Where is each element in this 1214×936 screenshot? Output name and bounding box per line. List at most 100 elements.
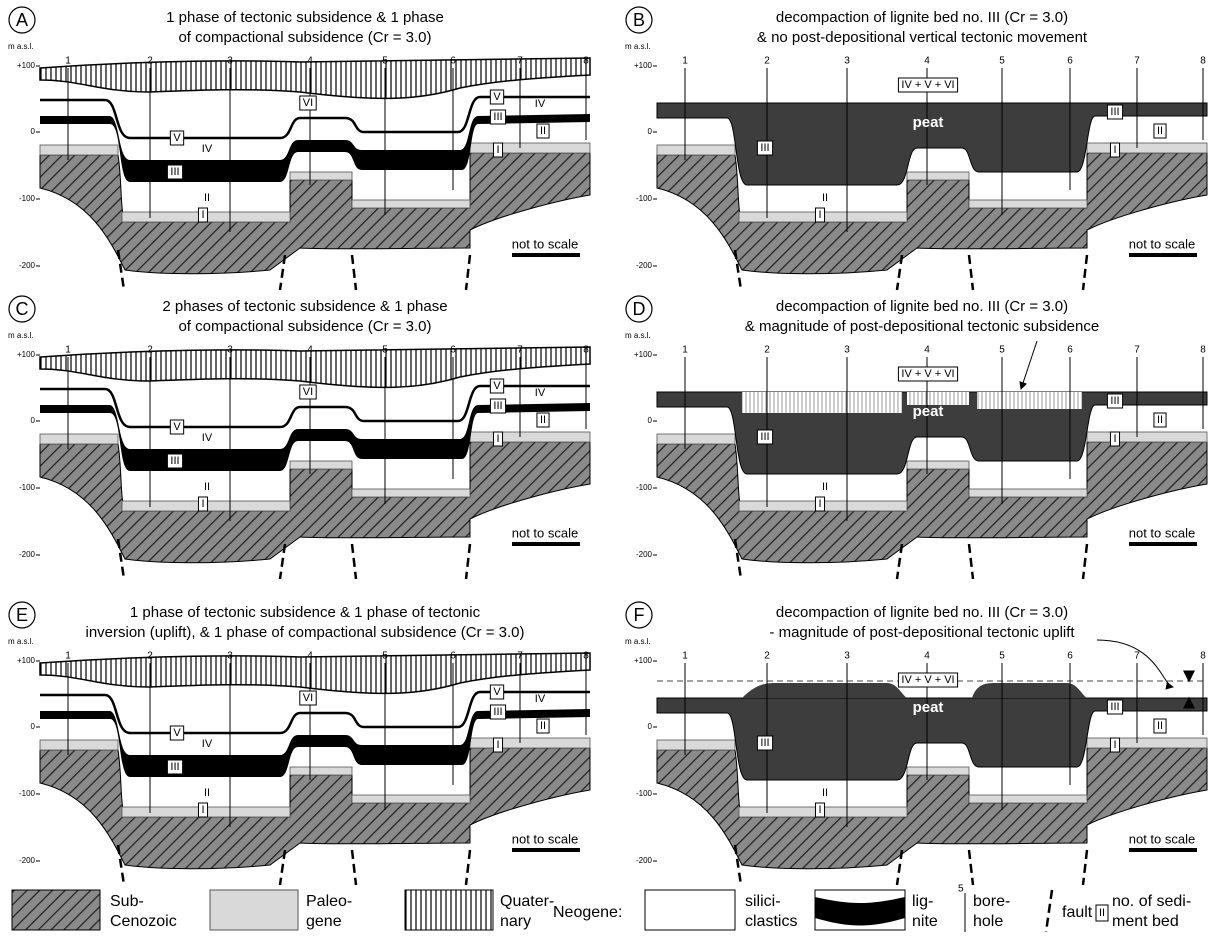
axis-tick-label: 0 (648, 416, 653, 425)
axis-tick-label: -200 (636, 261, 653, 270)
bed-label: V (173, 421, 181, 433)
borehole-number: 5 (382, 345, 388, 356)
bed-label-box (492, 737, 504, 753)
borehole-number: 7 (1134, 345, 1140, 356)
bed-label-box (169, 725, 185, 741)
bed-label-box (489, 89, 505, 105)
bed-label-box (536, 412, 550, 428)
bed-boundary (40, 690, 590, 735)
axis-tick-label: 0 (648, 722, 653, 731)
fault (464, 254, 472, 291)
paleogene (968, 199, 1088, 209)
bed-label-box (166, 453, 184, 469)
fault (278, 254, 287, 291)
paleogene (39, 739, 119, 751)
axis-tick-label: -200 (19, 550, 36, 559)
panel-letter-circle (8, 601, 36, 629)
borehole-number: 8 (583, 56, 589, 67)
fault (350, 543, 358, 580)
bed-label-box (492, 142, 504, 158)
bed-label-box (197, 802, 209, 818)
paleogene (469, 737, 591, 749)
bed-label-box (489, 378, 505, 394)
bed-label-box (1153, 123, 1167, 139)
paleogene (469, 431, 591, 443)
bed-label-box (756, 429, 774, 445)
bed-label-box (1106, 699, 1124, 715)
axis-unit: m a.s.l. (625, 42, 651, 51)
legend-text: nite (912, 913, 938, 930)
bed-label: V (493, 380, 501, 392)
paleogene (968, 794, 1088, 804)
bed-label: I (1113, 433, 1116, 445)
scale-bar (512, 848, 580, 852)
borehole-number: 7 (517, 56, 523, 67)
borehole-number: 2 (764, 345, 770, 356)
axis-tick-label: -100 (636, 194, 653, 203)
bed-label: IV (535, 387, 546, 399)
bed-label: III (1110, 106, 1119, 118)
bed-label: IV + V + VI (901, 79, 954, 91)
legend-bed-box (1095, 904, 1109, 922)
bed-label: VI (303, 692, 313, 704)
bed-label-box (299, 384, 317, 400)
bed-label: VI (303, 97, 313, 109)
axis-unit: m a.s.l. (625, 331, 651, 340)
bed-label: II (540, 125, 546, 137)
legend-swatch (11, 889, 101, 931)
bed-label-box (756, 140, 774, 156)
panel-title: inversion (uplift), & 1 phase of compact… (86, 624, 525, 641)
borehole-number: 5 (382, 651, 388, 662)
legend-swatch (404, 889, 494, 931)
borehole-number: 5 (999, 56, 1005, 67)
axis-tick-label: -200 (19, 856, 36, 865)
axis-tick-label: 0 (31, 722, 36, 731)
fault (967, 543, 975, 580)
axis-tick-label: 0 (31, 416, 36, 425)
peat-label: peat (913, 403, 944, 420)
bed-label: II (204, 192, 210, 204)
sub-cenozoic (656, 747, 1208, 870)
axis-tick-label: -100 (19, 483, 36, 492)
bed-label-box (197, 496, 209, 512)
panel-letter-circle (8, 6, 36, 34)
borehole-number: 7 (517, 345, 523, 356)
paleogene (906, 460, 970, 470)
fault (1081, 543, 1089, 580)
bed-label: IV + V + VI (901, 368, 954, 380)
bed-label-box (169, 419, 185, 435)
bed-label-box (169, 130, 185, 146)
bed-label: II (1157, 720, 1163, 732)
borehole-number: 5 (999, 651, 1005, 662)
axis-tick-label: +100 (634, 61, 653, 70)
bed-label-box (897, 672, 959, 688)
legend-text: clastics (745, 913, 797, 930)
bed-label: II (1157, 414, 1163, 426)
borehole-number: 3 (227, 345, 233, 356)
borehole-number: 4 (307, 651, 313, 662)
fault (967, 849, 975, 886)
axis-tick-label: -100 (19, 194, 36, 203)
legend-text: lig- (912, 893, 933, 910)
paleogene (351, 199, 471, 209)
borehole-number: 6 (1067, 345, 1073, 356)
fault (116, 538, 126, 580)
panel-title: of compactional subsidence (Cr = 3.0) (178, 318, 431, 335)
borehole-number: 3 (844, 345, 850, 356)
borehole-number: 4 (307, 56, 313, 67)
bed-label-box (489, 704, 507, 720)
bed-label: I (818, 498, 821, 510)
borehole-number: 6 (1067, 56, 1073, 67)
scale-note: not to scale (512, 236, 579, 251)
bed-label: VI (303, 386, 313, 398)
borehole-number: 1 (65, 56, 71, 67)
bed-label-box (492, 431, 504, 447)
legend-text: Sub- (110, 893, 144, 910)
quaternary (39, 57, 591, 100)
bed-label: II (204, 787, 210, 799)
bed-label: III (170, 166, 179, 178)
fault (895, 254, 904, 291)
borehole-number: 3 (227, 651, 233, 662)
